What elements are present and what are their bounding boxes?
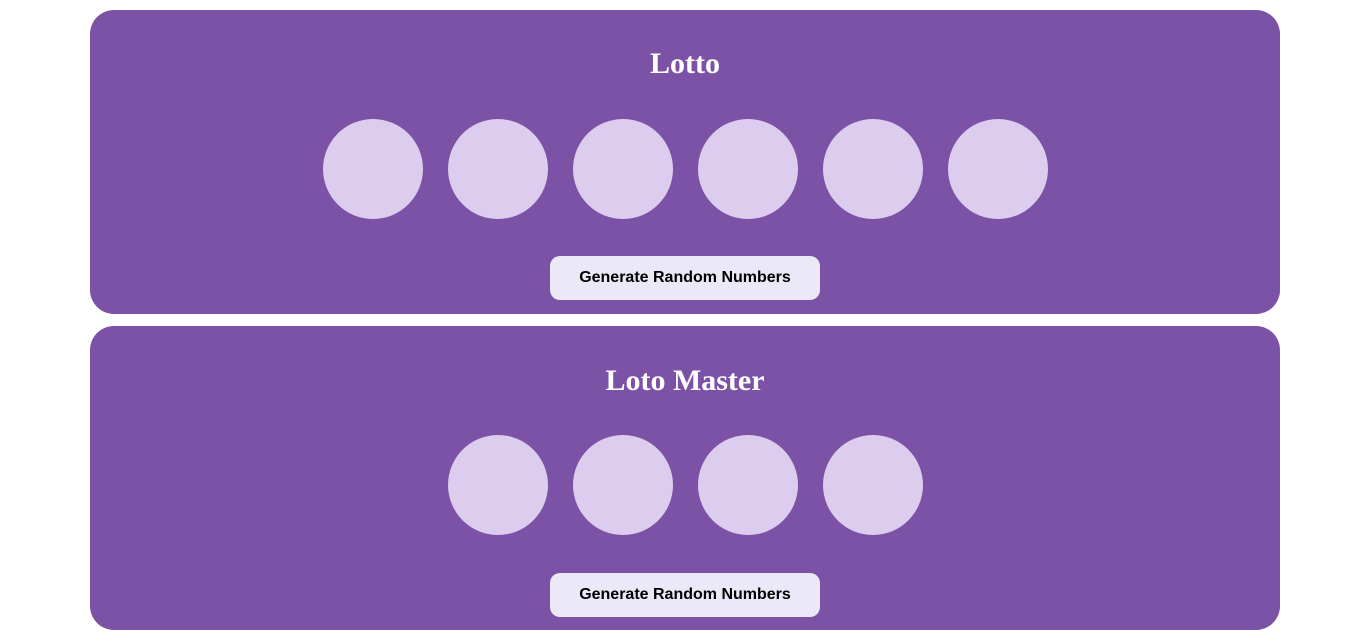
loto-master-generate-button[interactable]: Generate Random Numbers (550, 573, 820, 617)
loto-master-panel: Loto Master Generate Random Numbers (90, 326, 1280, 630)
loto-master-ball-3 (697, 435, 798, 535)
loto-master-ball-1 (447, 435, 548, 535)
loto-master-ball-4 (822, 435, 923, 535)
lotto-generate-button[interactable]: Generate Random Numbers (550, 256, 820, 300)
lotto-ball-2 (447, 119, 548, 219)
lotto-title: Lotto (650, 47, 720, 80)
lotto-panel: Lotto Generate Random Numbers (90, 10, 1280, 314)
lotto-ball-1 (322, 119, 423, 219)
lotto-ball-6 (947, 119, 1048, 219)
loto-master-balls (90, 435, 1280, 535)
loto-master-title: Loto Master (605, 364, 765, 397)
loto-master-ball-2 (572, 435, 673, 535)
lotto-ball-4 (697, 119, 798, 219)
lotto-ball-5 (822, 119, 923, 219)
lotto-ball-3 (572, 119, 673, 219)
lotto-balls (90, 119, 1280, 219)
